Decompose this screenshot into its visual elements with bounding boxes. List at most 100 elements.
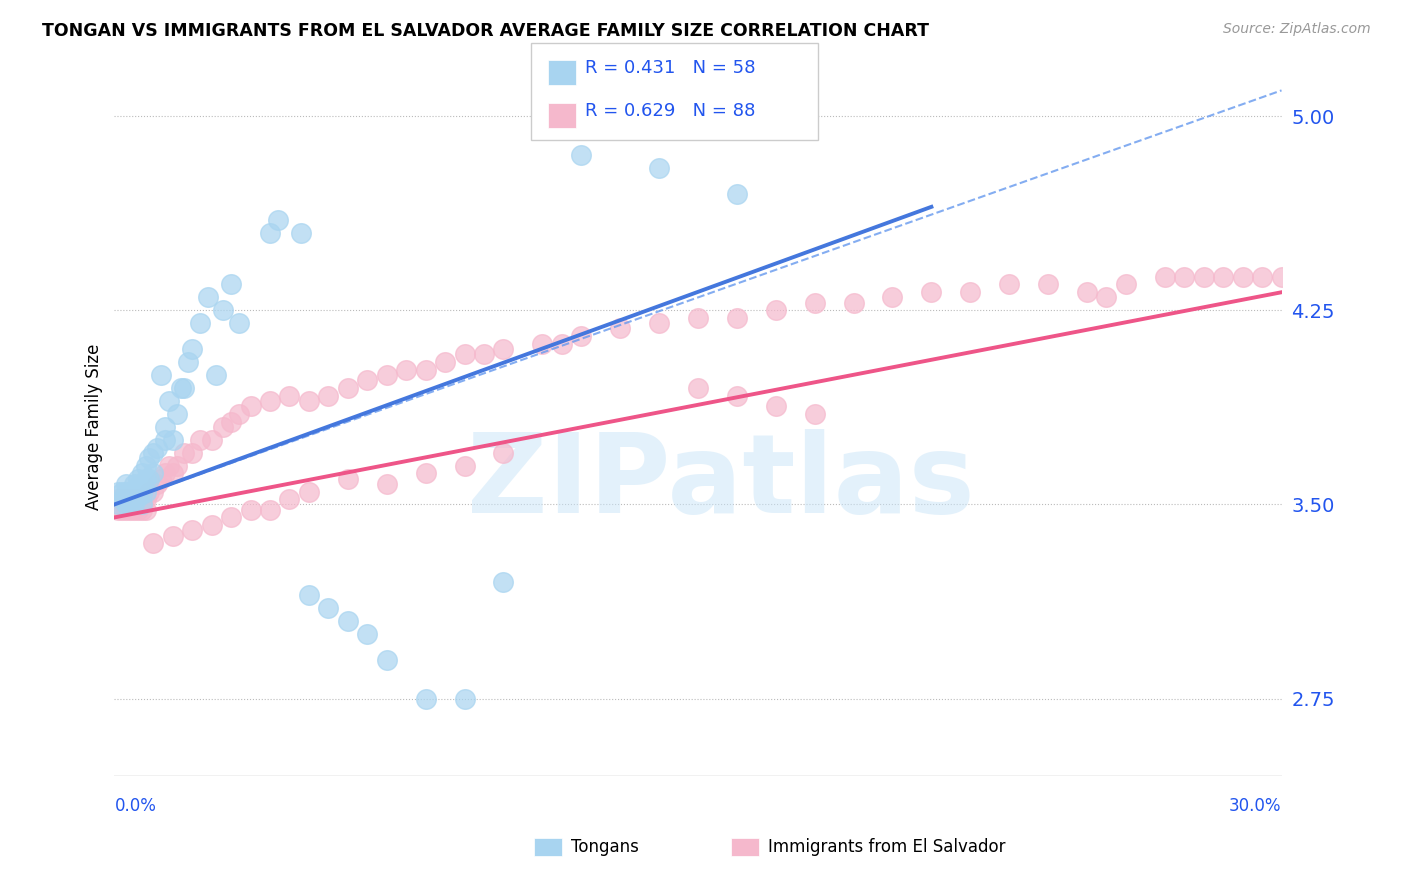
Point <box>173 381 195 395</box>
Point <box>648 316 671 330</box>
Point <box>531 337 554 351</box>
Text: Source: ZipAtlas.com: Source: ZipAtlas.com <box>1223 22 1371 37</box>
Point <box>111 502 134 516</box>
Point <box>142 446 165 460</box>
Point <box>162 467 184 481</box>
Point <box>492 342 515 356</box>
Point <box>122 502 145 516</box>
Point <box>395 363 418 377</box>
Point <box>1192 269 1215 284</box>
Point <box>765 303 787 318</box>
Point <box>298 588 321 602</box>
Y-axis label: Average Family Size: Average Family Size <box>86 343 103 510</box>
Point <box>197 290 219 304</box>
Point <box>166 458 188 473</box>
Point <box>259 393 281 408</box>
Point <box>472 347 495 361</box>
Point <box>118 492 141 507</box>
Point <box>803 295 825 310</box>
Point <box>115 492 138 507</box>
Point <box>201 518 224 533</box>
Point <box>375 653 398 667</box>
Point <box>131 498 153 512</box>
Point <box>188 316 211 330</box>
Point <box>188 433 211 447</box>
Point <box>375 476 398 491</box>
Text: Immigrants from El Salvador: Immigrants from El Salvador <box>768 838 1005 856</box>
Point <box>131 492 153 507</box>
Point <box>1095 290 1118 304</box>
Point <box>107 484 129 499</box>
Point <box>142 484 165 499</box>
Point <box>648 161 671 175</box>
Point <box>181 524 204 538</box>
Point <box>219 510 242 524</box>
Point <box>115 484 138 499</box>
Point <box>765 399 787 413</box>
Point <box>569 148 592 162</box>
Point <box>115 476 138 491</box>
Point <box>111 492 134 507</box>
Point <box>142 467 165 481</box>
Point <box>492 575 515 590</box>
Point <box>356 373 378 387</box>
Point <box>259 502 281 516</box>
Point <box>201 433 224 447</box>
Point <box>118 502 141 516</box>
Point <box>1232 269 1254 284</box>
Point <box>1076 285 1098 300</box>
Point <box>212 303 235 318</box>
Point <box>131 467 153 481</box>
Point <box>115 498 138 512</box>
Point <box>118 484 141 499</box>
Point <box>415 467 437 481</box>
Point <box>162 528 184 542</box>
Point <box>415 691 437 706</box>
Text: R = 0.431   N = 58: R = 0.431 N = 58 <box>585 59 755 77</box>
Point <box>138 484 160 499</box>
Text: ZIPatlas: ZIPatlas <box>467 429 976 536</box>
Point <box>122 498 145 512</box>
Point <box>146 441 169 455</box>
Point <box>122 484 145 499</box>
Point <box>803 407 825 421</box>
Point <box>107 502 129 516</box>
Point <box>181 446 204 460</box>
Point <box>318 389 340 403</box>
Point <box>415 363 437 377</box>
Point <box>725 389 748 403</box>
Point <box>173 446 195 460</box>
Point <box>375 368 398 382</box>
Point <box>107 498 129 512</box>
Point <box>146 476 169 491</box>
Point <box>181 342 204 356</box>
Point <box>115 502 138 516</box>
Point <box>1036 277 1059 292</box>
Point <box>131 502 153 516</box>
Point <box>259 226 281 240</box>
Point <box>609 321 631 335</box>
Point <box>150 472 173 486</box>
Point <box>228 407 250 421</box>
Point <box>239 502 262 516</box>
Point <box>219 277 242 292</box>
Point <box>219 415 242 429</box>
Point <box>135 458 157 473</box>
Point <box>142 536 165 550</box>
Point <box>569 329 592 343</box>
Point <box>150 368 173 382</box>
Point <box>453 691 475 706</box>
Point <box>122 476 145 491</box>
Point <box>127 502 149 516</box>
Point <box>111 484 134 499</box>
Point <box>127 472 149 486</box>
Point <box>318 601 340 615</box>
Point <box>212 420 235 434</box>
Point <box>453 347 475 361</box>
Text: 30.0%: 30.0% <box>1229 797 1281 815</box>
Point <box>107 492 129 507</box>
Point <box>1251 269 1274 284</box>
Point <box>131 476 153 491</box>
Point <box>453 458 475 473</box>
Point <box>1115 277 1137 292</box>
